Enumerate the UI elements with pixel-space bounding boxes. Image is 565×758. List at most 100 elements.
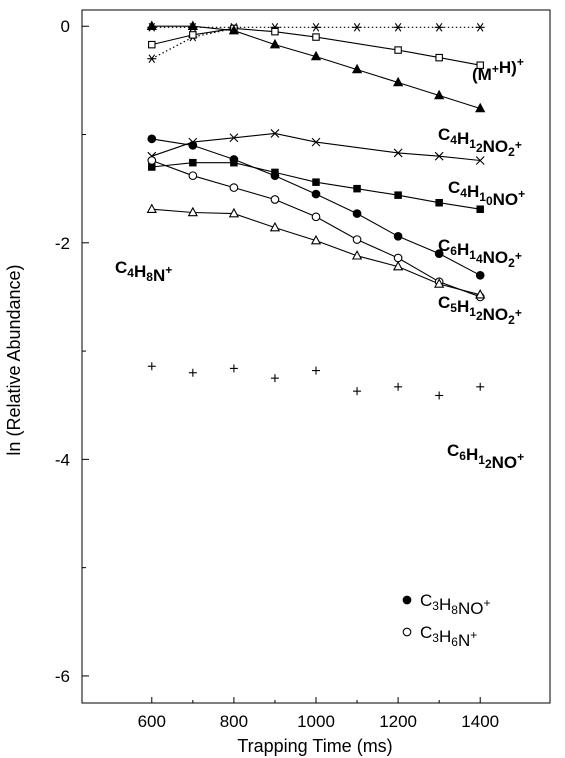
data-point-c4h8n: [392, 260, 404, 271]
data-point-c4h10no: [434, 89, 445, 100]
series-line-c3h8no: [151, 138, 481, 276]
data-point-c3h6n: [147, 156, 157, 165]
x-tick-label: 1400: [461, 712, 499, 731]
series-label-c6h12no: C6H12NO+: [447, 441, 524, 472]
x-tick-label: 1200: [379, 712, 417, 731]
data-point-mh: [352, 23, 362, 32]
legend-marker-1: [402, 627, 412, 637]
series-label-c4h12no2: C4H12NO2+: [438, 125, 522, 159]
data-point-c4h8n: [310, 234, 322, 245]
legend-label-1: C3H6N+: [420, 623, 477, 650]
series-label-c5h12no2: C5H12NO2+: [438, 293, 522, 327]
series-line-c4h12no2: [151, 27, 481, 66]
data-point-c4h12no2: [189, 31, 197, 39]
data-point-c4h10no: [392, 76, 404, 87]
legend-label-0: C3H8NO+: [420, 591, 490, 618]
data-point-c4h10no: [228, 24, 240, 35]
x-tick-label: 600: [138, 712, 166, 731]
data-point-c3h8no: [393, 231, 403, 241]
series-label-c4h8n: C4H8N+: [115, 258, 172, 285]
data-point-c6h14no2: [311, 137, 321, 147]
data-point-c4h8n: [269, 221, 281, 232]
legend: C3H8NO+ C3H6N+: [402, 591, 490, 650]
data-point-c6h14no2: [270, 129, 280, 138]
x-tick-label: 800: [220, 712, 248, 731]
data-point-c6h12no: [270, 374, 279, 383]
legend-marker-0: [402, 595, 412, 605]
data-point-c6h12no: [229, 364, 238, 373]
data-point-c4h10no: [146, 20, 157, 30]
y-tick-label: 0: [61, 17, 70, 36]
data-point-c4h12no2: [394, 46, 402, 54]
series-label-c6h14no2: C6H14NO2+: [438, 236, 522, 270]
y-tick-label: -2: [55, 234, 70, 253]
series-line-c4h8n: [151, 208, 481, 296]
data-point-c4h12no2: [476, 61, 484, 69]
data-point-mh: [311, 23, 321, 32]
data-point-c5h12no2: [394, 191, 402, 199]
data-point-c6h12no: [312, 366, 320, 375]
x-axis-label: Trapping Time (ms): [237, 736, 392, 756]
data-point-c4h8n: [146, 203, 157, 213]
y-axis-label: ln (Relative Abundance): [4, 264, 24, 455]
series-labels: (M+H)+ C4H12NO2+ C4H10NO+ C6H14NO2+ C5H12NO2…: [115, 55, 525, 472]
data-point-c4h8n: [351, 250, 363, 260]
data-point-c4h8n: [475, 289, 486, 299]
data-point-c3h8no: [311, 189, 321, 199]
x-tick-label: 1000: [297, 712, 335, 731]
data-point-c4h12no2: [148, 40, 156, 49]
data-point-c6h12no: [353, 387, 362, 396]
series-lines: [151, 25, 481, 298]
data-point-c3h8no: [352, 209, 362, 218]
data-point-c3h6n: [393, 253, 403, 263]
data-point-c5h12no2: [312, 178, 320, 186]
data-point-c4h8n: [228, 207, 240, 218]
axes: 600 800 1000 1200 1400 0 -2 -4 -6: [55, 17, 499, 731]
data-point-c5h12no2: [353, 184, 361, 193]
y-tick-label: -4: [55, 450, 70, 469]
data-point-c3h6n: [352, 235, 362, 244]
data-point-c4h12no2: [271, 27, 279, 36]
data-point-c4h10no: [351, 63, 363, 74]
data-point-c6h12no: [435, 391, 444, 400]
data-markers: [146, 20, 486, 400]
data-point-c6h12no: [147, 362, 156, 371]
series-line-c5h12no2: [151, 162, 481, 210]
data-point-c6h12no: [188, 368, 197, 377]
data-point-c4h10no: [269, 38, 281, 49]
data-point-mh: [475, 23, 485, 32]
data-point-c4h10no: [475, 102, 486, 113]
data-point-c5h12no2: [435, 198, 443, 207]
data-point-c6h14no2: [393, 148, 403, 158]
data-point-c3h8no: [229, 155, 239, 164]
data-point-c3h6n: [311, 212, 321, 222]
data-point-c6h14no2: [475, 156, 485, 165]
data-point-c4h12no2: [312, 33, 320, 41]
data-point-mh: [434, 23, 444, 32]
data-point-c5h12no2: [189, 158, 197, 167]
data-point-c4h12no2: [435, 53, 443, 62]
data-point-c6h12no: [394, 382, 403, 391]
series-line-c6h14no2: [151, 132, 481, 162]
series-label-c4h10no: C4H10NO+: [448, 178, 525, 209]
data-point-c6h12no: [476, 382, 485, 391]
data-point-c3h8no: [270, 171, 280, 181]
data-point-c4h8n: [434, 278, 445, 288]
data-point-c5h12no2: [476, 205, 484, 213]
data-point-c3h8no: [147, 134, 157, 144]
data-point-c6h14no2: [434, 151, 444, 161]
data-point-c4h8n: [187, 206, 198, 217]
series-label-mh: (M+H)+: [472, 55, 524, 84]
data-point-c3h6n: [188, 171, 198, 181]
data-point-c3h8no: [188, 141, 198, 150]
y-tick-label: -6: [55, 667, 70, 686]
data-point-c3h8no: [434, 249, 444, 258]
data-point-c3h6n: [270, 195, 280, 204]
data-point-c4h10no: [310, 50, 322, 61]
data-point-c3h6n: [229, 183, 239, 192]
data-point-mh_star_low: [147, 54, 157, 64]
data-point-c3h8no: [475, 270, 485, 280]
data-point-c4h10no: [187, 20, 198, 30]
data-point-c6h14no2: [229, 133, 239, 143]
